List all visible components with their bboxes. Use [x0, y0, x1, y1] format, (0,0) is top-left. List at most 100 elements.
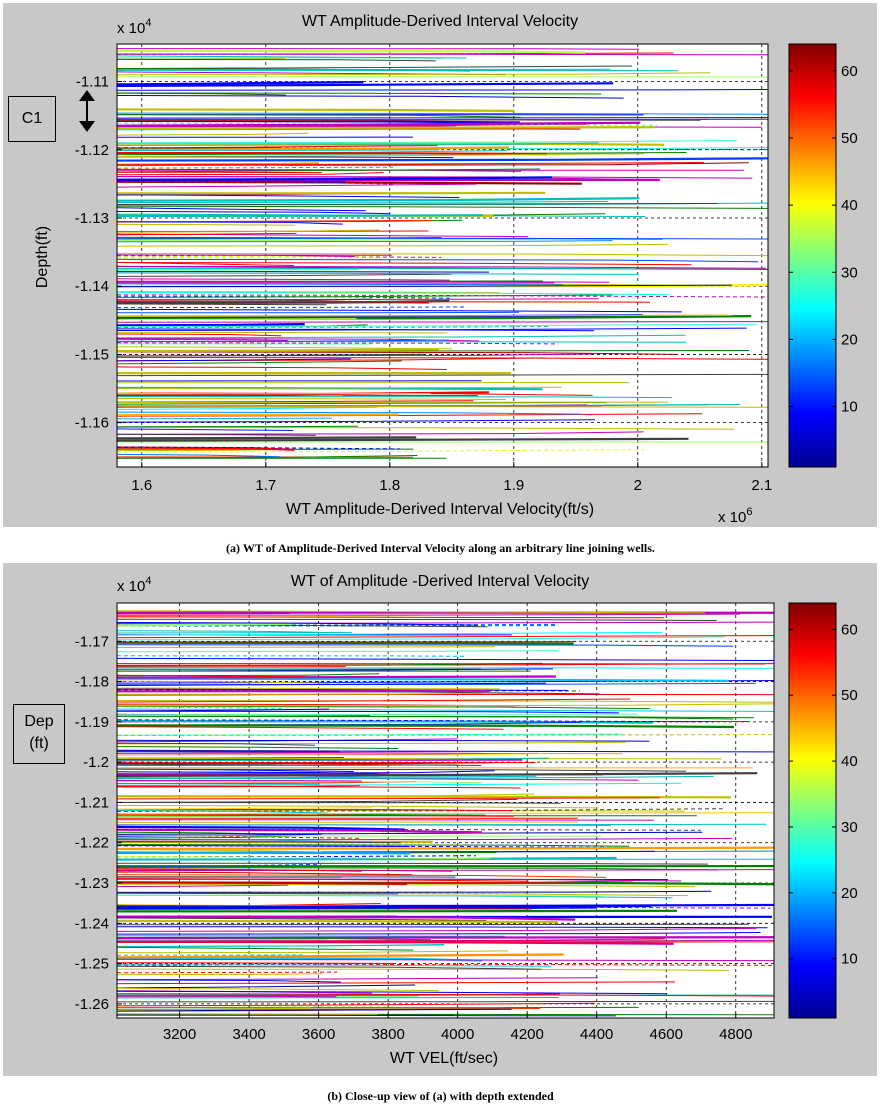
trace-line [117, 265, 767, 269]
trace-line [117, 708, 330, 712]
trace-line [117, 742, 316, 746]
trace-line [117, 453, 281, 458]
trace-line [117, 351, 677, 355]
trace-line [117, 715, 734, 720]
chart-b: WT of Amplitude -Derived Interval Veloci… [75, 573, 858, 1067]
trace-line [117, 149, 440, 151]
trace-line [117, 298, 599, 301]
colorbar-tick-label: 20 [841, 885, 858, 902]
trace-line [117, 682, 546, 686]
chart-b-x-ticks: 3200 3400 3600 3800 4000 4200 4400 4600 4800 [163, 1013, 752, 1043]
trace-line [117, 449, 645, 453]
trace-line [117, 400, 474, 403]
chart-b-y-ticks: -1.17 -1.18 -1.19 -1.2 -1.21 -1.22 -1.23 -1.24 -… [75, 633, 122, 1013]
trace-line [117, 964, 552, 967]
trace-line [117, 862, 709, 865]
y-tick-label: -1.24 [75, 915, 109, 932]
trace-line [117, 92, 602, 95]
trace-line [117, 58, 436, 62]
trace-line [117, 179, 346, 183]
trace-line [117, 851, 411, 855]
trace-line [117, 655, 465, 657]
trace-line [117, 867, 718, 871]
trace-line [117, 883, 696, 888]
trace-line [117, 291, 500, 294]
trace-line [117, 703, 774, 707]
y-tick-label: -1.18 [75, 674, 109, 691]
trace-line [117, 995, 337, 998]
trace-line [117, 273, 452, 277]
trace-line [117, 805, 599, 809]
trace-line [117, 283, 564, 286]
caption-a: (a) WT of Amplitude-Derived Interval Vel… [226, 541, 655, 555]
trace-line [117, 166, 394, 169]
trace-line [117, 318, 357, 321]
trace-line [117, 146, 281, 149]
caption-b: (b) Close-up view of (a) with depth exte… [327, 1089, 554, 1103]
trace-line [117, 904, 652, 909]
trace-line [117, 117, 768, 119]
trace-line [117, 72, 711, 76]
trace-line [117, 687, 501, 690]
y-tick-label: -1.14 [75, 278, 109, 295]
trace-line [117, 426, 735, 430]
trace-line [117, 132, 309, 136]
trace-line [117, 303, 327, 306]
trace-line [117, 846, 774, 850]
trace-line [117, 781, 483, 784]
y-tick-label: -1.12 [75, 142, 109, 159]
trace-line [117, 958, 774, 962]
trace-line [117, 631, 352, 634]
trace-line [117, 284, 732, 288]
chart-a-y-ticks: -1.11 -1.12 -1.13 -1.14 -1.15 -1.16 [75, 74, 122, 432]
trace-line [117, 331, 448, 334]
trace-line [117, 88, 768, 91]
colorbar-tick-label: 40 [841, 753, 858, 770]
trace-line [117, 229, 380, 233]
trace-line [117, 719, 653, 724]
trace-line [117, 621, 478, 626]
trace-line [117, 772, 758, 778]
trace-line [117, 323, 305, 327]
trace-line [117, 306, 467, 309]
trace-line [117, 386, 562, 390]
trace-line [117, 404, 741, 407]
trace-line [117, 705, 650, 710]
trace-line [117, 396, 673, 399]
trace-line [117, 353, 425, 357]
colorbar-tick-label: 30 [841, 264, 858, 281]
trace-line [117, 140, 737, 144]
trace-line [117, 308, 682, 313]
trace-line [117, 973, 323, 976]
trace-line [117, 398, 506, 400]
trace-line [117, 437, 689, 442]
trace-line [117, 202, 768, 206]
trace-line [117, 825, 406, 831]
trace-line [117, 667, 774, 669]
trace-line [117, 733, 622, 736]
trace-line [117, 675, 556, 679]
trace-line [117, 677, 729, 682]
trace-line [117, 724, 734, 729]
chart-a-x-label: WT Amplitude-Derived Interval Velocity(f… [286, 501, 594, 518]
trace-line [117, 662, 543, 667]
trace-line [117, 926, 768, 929]
trace-line [117, 708, 774, 712]
trace-line [117, 323, 757, 327]
trace-line [117, 294, 768, 298]
trace-line [117, 280, 610, 283]
trace-line [117, 963, 371, 967]
trace-line [117, 428, 294, 431]
colorbar-tick-label: 50 [841, 687, 858, 704]
trace-line [117, 785, 521, 789]
trace-line [117, 405, 768, 408]
trace-line [117, 810, 685, 812]
chart-b-plot-border [116, 602, 775, 1019]
trace-line [117, 965, 542, 970]
trace-line [117, 698, 631, 703]
trace-line [117, 874, 607, 878]
trace-line [117, 194, 460, 198]
trace-line [117, 878, 529, 882]
trace-line [117, 65, 633, 70]
trace-line [117, 621, 774, 624]
